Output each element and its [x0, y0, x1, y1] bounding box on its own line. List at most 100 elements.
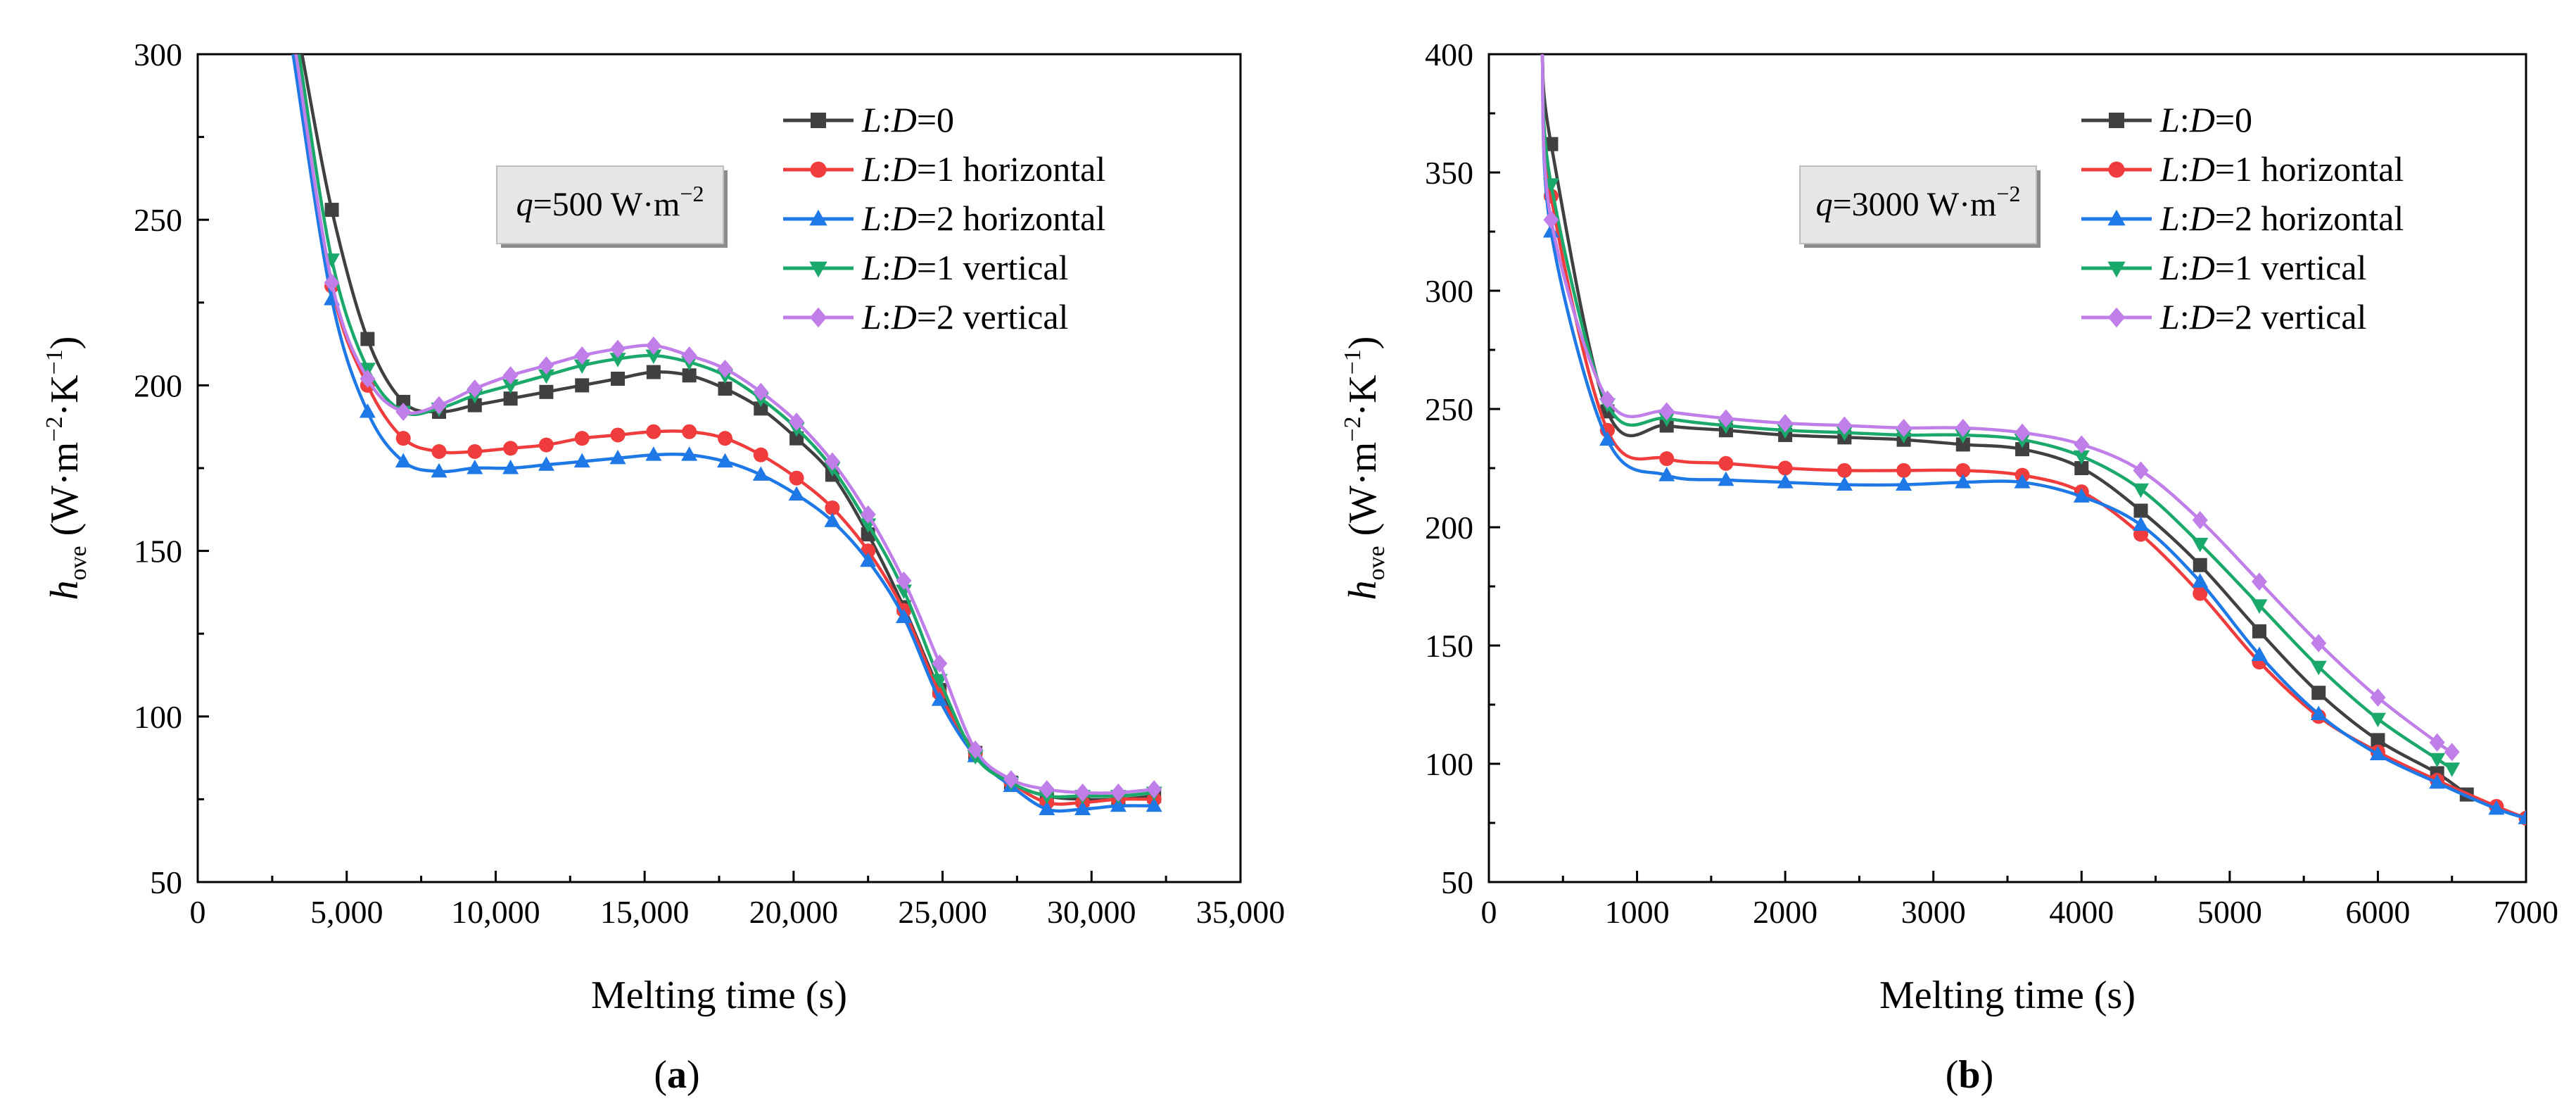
data-point	[502, 460, 519, 474]
panel-label: (b)	[1946, 1053, 1993, 1097]
data-point	[753, 382, 769, 401]
data-point	[503, 391, 518, 406]
data-point	[789, 413, 805, 432]
data-point	[717, 431, 732, 446]
data-point	[716, 453, 733, 468]
data-point	[2074, 435, 2090, 454]
data-point	[825, 500, 840, 515]
x-tick-label: 0	[1481, 894, 1497, 930]
data-point	[2444, 743, 2460, 762]
x-tick-label: 3000	[1901, 894, 1966, 930]
data-point	[2133, 516, 2150, 531]
x-tick-label: 1000	[1605, 894, 1670, 930]
data-point	[538, 369, 554, 384]
data-point	[1074, 783, 1091, 802]
data-point	[860, 505, 876, 524]
y-tick-label: 150	[134, 534, 182, 569]
data-point	[2444, 762, 2461, 777]
data-point	[754, 401, 768, 416]
x-tick-label: 5,000	[310, 894, 383, 930]
data-point	[1599, 390, 1616, 409]
data-point	[967, 740, 984, 759]
data-point	[1658, 467, 1675, 481]
y-tick-label: 100	[1425, 746, 1473, 782]
data-point	[932, 654, 948, 673]
data-point	[2133, 503, 2148, 518]
data-point	[609, 353, 626, 367]
data-point	[609, 449, 626, 465]
data-point	[2310, 660, 2327, 676]
series-group	[1540, 54, 2526, 826]
y-tick-label: 50	[150, 864, 182, 900]
data-point	[360, 369, 376, 388]
legend-marker	[811, 113, 826, 128]
data-point	[1896, 476, 1912, 491]
data-point	[2133, 483, 2150, 498]
data-point	[717, 359, 733, 378]
legend-marker	[2107, 261, 2126, 278]
data-point	[681, 446, 698, 461]
data-point	[467, 398, 482, 413]
data-point	[1039, 780, 1055, 799]
data-point	[681, 346, 697, 365]
data-point	[1074, 800, 1091, 816]
legend-label: L:D=2 vertical	[2159, 297, 2366, 336]
data-point	[1544, 137, 1559, 151]
data-point	[2251, 572, 2267, 591]
data-point	[2311, 634, 2327, 653]
data-point	[1718, 455, 1734, 471]
data-point	[1896, 418, 1912, 437]
y-tick-label: 150	[1425, 628, 1473, 664]
data-point	[2369, 745, 2386, 761]
data-point	[824, 512, 841, 527]
data-point	[610, 427, 626, 443]
data-point	[2429, 753, 2446, 768]
y-tick-label: 100	[134, 699, 182, 735]
legend-marker	[809, 261, 827, 278]
x-tick-label: 25,000	[898, 894, 987, 930]
data-point	[2015, 442, 2030, 457]
series-group	[291, 54, 1162, 816]
data-point	[1955, 418, 1971, 437]
data-point	[645, 446, 662, 461]
data-point	[1039, 800, 1055, 816]
data-point	[1658, 402, 1675, 421]
data-point	[360, 332, 375, 346]
data-point	[502, 366, 519, 385]
data-point	[502, 379, 519, 394]
data-point	[2429, 733, 2445, 752]
y-tick-label: 400	[1425, 37, 1473, 73]
data-point	[2192, 538, 2209, 553]
data-point	[610, 339, 626, 358]
data-point	[1955, 462, 1971, 478]
x-tick-label: 2000	[1753, 894, 1817, 930]
data-point	[645, 349, 662, 365]
data-point	[574, 431, 590, 446]
data-point	[1599, 431, 1616, 446]
data-point	[538, 437, 554, 453]
x-axis-label: Melting time (s)	[1879, 974, 2136, 1017]
data-point	[431, 396, 447, 415]
data-point	[503, 441, 519, 456]
data-point	[1777, 414, 1794, 433]
data-point	[2310, 705, 2327, 720]
legend-label: L:D=0	[861, 100, 954, 139]
data-point	[324, 203, 339, 218]
data-point	[2251, 599, 2268, 614]
legend-label: L:D=1 vertical	[2159, 248, 2366, 287]
data-point	[2252, 624, 2266, 638]
data-point	[1777, 460, 1793, 476]
data-point	[788, 486, 805, 501]
data-point	[860, 552, 877, 567]
data-point	[396, 394, 411, 409]
data-point	[2311, 686, 2326, 700]
x-tick-label: 10,000	[451, 894, 540, 930]
data-point	[431, 443, 447, 459]
legend-marker	[809, 307, 827, 328]
data-point	[1543, 210, 1559, 229]
x-tick-label: 4000	[2049, 894, 2114, 930]
y-axis-label: hove (W·m−2·K−1)	[42, 336, 91, 600]
legend-marker	[2107, 209, 2126, 226]
data-point	[2192, 573, 2209, 588]
